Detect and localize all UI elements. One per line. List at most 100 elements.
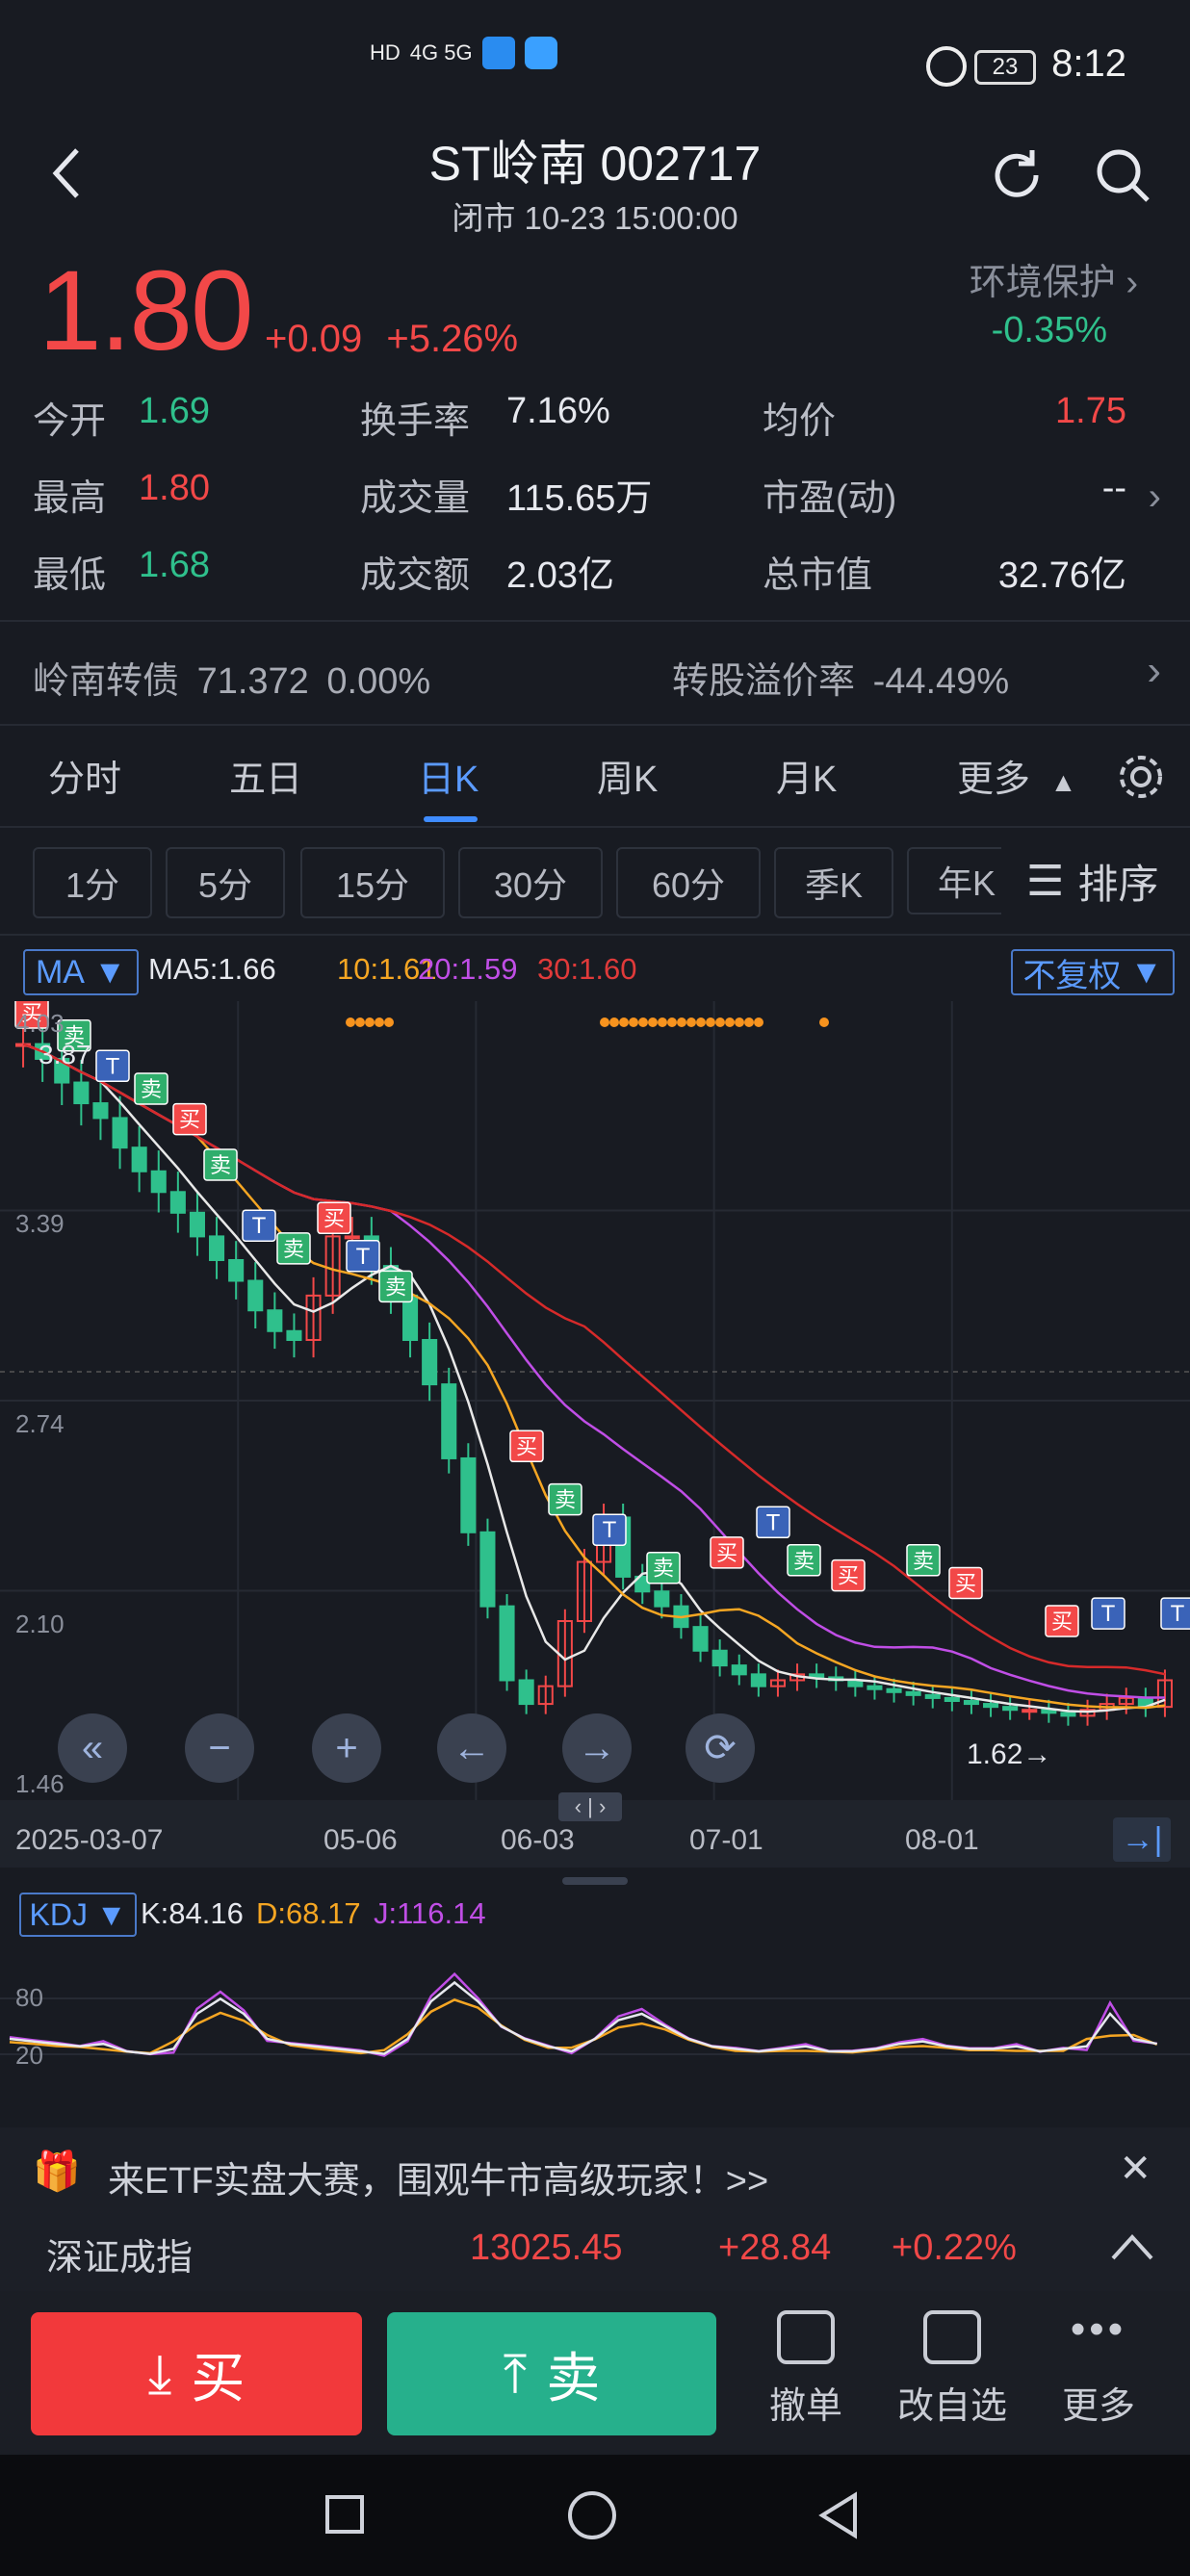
chevron-up-icon[interactable] bbox=[1109, 2231, 1155, 2262]
high-annotation: 3.87 bbox=[39, 1040, 91, 1069]
candle-body bbox=[150, 1170, 167, 1194]
chevron-right-icon[interactable]: › bbox=[1147, 647, 1161, 694]
more-label: 更多 bbox=[1061, 2386, 1135, 2427]
gear-icon[interactable] bbox=[1115, 751, 1167, 803]
search-icon[interactable] bbox=[1092, 144, 1153, 206]
scroll-right-button[interactable]: → bbox=[562, 1713, 632, 1783]
y-tick-label: 2.10 bbox=[15, 1610, 65, 1638]
triangle-down-icon: ▼ bbox=[1129, 953, 1163, 991]
close-icon[interactable]: ✕ bbox=[1119, 2148, 1151, 2190]
candle-body bbox=[112, 1117, 128, 1149]
tab-more[interactable]: 更多 ▲ bbox=[957, 749, 1076, 802]
jump-latest-button[interactable]: →| bbox=[1113, 1817, 1171, 1862]
divider bbox=[0, 620, 1190, 622]
price-change: +0.09 +5.26% bbox=[265, 318, 518, 361]
drag-handle[interactable]: ‹ | › bbox=[558, 1792, 622, 1821]
index-percent: +0.22% bbox=[892, 2228, 1017, 2268]
t-signal-badge bbox=[756, 1506, 790, 1539]
y-tick-label: 2.74 bbox=[15, 1409, 65, 1438]
status-bar: HD 4G 5G 23 8:12 bbox=[0, 0, 1190, 125]
t-signal-badge bbox=[346, 1240, 380, 1273]
signal-dot bbox=[677, 1018, 686, 1027]
bond-row[interactable]: 岭南转债 71.372 0.00% bbox=[33, 651, 430, 704]
promo-text[interactable]: 来ETF实盘大赛，围观牛市高级玩家！>> bbox=[108, 2161, 769, 2202]
sell-signal-label: 卖 bbox=[555, 1489, 576, 1513]
more-button[interactable]: ••• 更多 bbox=[1036, 2308, 1161, 2429]
signal-dot bbox=[725, 1018, 735, 1027]
sell-signal-badge bbox=[203, 1148, 238, 1181]
buy-signal-label: 买 bbox=[323, 1207, 345, 1231]
bond-name: 岭南转债 bbox=[33, 661, 180, 702]
bond-pct: 0.00% bbox=[326, 661, 431, 702]
scroll-left-fast-button[interactable]: « bbox=[58, 1713, 127, 1783]
signal-dot bbox=[744, 1018, 754, 1027]
tab-weekly-k[interactable]: 周K bbox=[597, 760, 659, 800]
adjust-selector[interactable]: 不复权 ▼ bbox=[1011, 949, 1175, 995]
back-icon[interactable] bbox=[48, 144, 87, 202]
ma30-line bbox=[22, 1043, 1166, 1676]
signal-dot bbox=[365, 1018, 375, 1027]
kdj-y-tick: 80 bbox=[15, 1983, 43, 2012]
tab-more-label: 更多 bbox=[957, 760, 1031, 800]
amount-label: 成交额 bbox=[360, 555, 471, 596]
zoom-out-button[interactable]: − bbox=[185, 1713, 254, 1783]
period-15min[interactable]: 15分 bbox=[300, 847, 445, 918]
pe-label: 市盈(动) bbox=[763, 478, 897, 519]
cancel-order-button[interactable]: 撤单 bbox=[743, 2310, 868, 2429]
sell-button[interactable]: ⤒ 卖 bbox=[387, 2312, 716, 2435]
sort-label: 排序 bbox=[1077, 861, 1159, 907]
turnover-label: 换手率 bbox=[360, 401, 471, 442]
signal-dot bbox=[638, 1018, 648, 1027]
back-nav-icon[interactable] bbox=[816, 2491, 861, 2539]
scroll-left-button[interactable]: ← bbox=[437, 1713, 506, 1783]
cloud-icon bbox=[524, 37, 557, 69]
edit-watchlist-label: 改自选 bbox=[896, 2386, 1007, 2427]
chevron-right-icon[interactable]: › bbox=[1148, 476, 1161, 518]
home-icon[interactable] bbox=[568, 2491, 616, 2539]
period-5min[interactable]: 5分 bbox=[166, 847, 285, 918]
tab-intraday[interactable]: 分时 bbox=[48, 760, 122, 800]
rotate-screen-button[interactable]: ⟳ bbox=[686, 1713, 755, 1783]
tab-five-day[interactable]: 五日 bbox=[229, 760, 303, 800]
index-name[interactable]: 深证成指 bbox=[46, 2238, 194, 2279]
refresh-icon[interactable] bbox=[986, 144, 1048, 206]
premium-info: 转股溢价率 -44.49% bbox=[672, 651, 1009, 704]
period-quarter[interactable]: 季K bbox=[774, 847, 893, 918]
period-year[interactable]: 年K bbox=[907, 847, 1009, 914]
x-tick-label: 07-01 bbox=[689, 1824, 763, 1856]
period-60min[interactable]: 60分 bbox=[616, 847, 761, 918]
sector-link[interactable]: 环境保护 › bbox=[970, 252, 1138, 305]
kdj-selector[interactable]: KDJ ▼ bbox=[19, 1893, 137, 1937]
sort-button[interactable]: ☰ 排序 bbox=[1001, 847, 1190, 914]
ma-selector[interactable]: MA ▼ bbox=[23, 949, 139, 995]
period-30min[interactable]: 30分 bbox=[458, 847, 603, 918]
upload-arrow-icon: ⤒ bbox=[503, 2342, 528, 2404]
buy-button[interactable]: ⤓ 买 bbox=[31, 2312, 362, 2435]
hd-label: HD bbox=[370, 40, 401, 64]
tab-monthly-k[interactable]: 月K bbox=[776, 760, 838, 800]
candle-body bbox=[267, 1309, 283, 1332]
candle-body bbox=[422, 1338, 438, 1386]
sell-signal-label: 卖 bbox=[64, 1025, 85, 1049]
signal-dot bbox=[375, 1018, 384, 1027]
x-tick-label: 2025-03-07 bbox=[15, 1824, 164, 1856]
low-annotation: 1.62→ bbox=[967, 1739, 1052, 1770]
period-1min[interactable]: 1分 bbox=[33, 847, 152, 918]
recent-apps-icon[interactable] bbox=[325, 2495, 364, 2534]
candle-body bbox=[344, 1235, 360, 1240]
zoom-in-button[interactable]: + bbox=[312, 1713, 381, 1783]
edit-watchlist-button[interactable]: 改自选 bbox=[890, 2310, 1015, 2429]
candle-body bbox=[905, 1690, 921, 1696]
open-label: 今开 bbox=[33, 401, 107, 442]
panel-resize-handle[interactable] bbox=[562, 1877, 628, 1885]
kdj-chart[interactable] bbox=[0, 1945, 1190, 2108]
y-tick-label: 3.39 bbox=[15, 1209, 65, 1238]
mktcap-label: 总市值 bbox=[763, 555, 873, 596]
menu-icon: ☰ bbox=[1026, 857, 1065, 905]
kdj-d-line bbox=[9, 1998, 1158, 2055]
candle-body bbox=[537, 1685, 554, 1706]
tab-daily-k[interactable]: 日K bbox=[418, 760, 479, 800]
buy-signal-badge bbox=[509, 1430, 544, 1463]
sell-signal-label: 卖 bbox=[653, 1558, 674, 1582]
